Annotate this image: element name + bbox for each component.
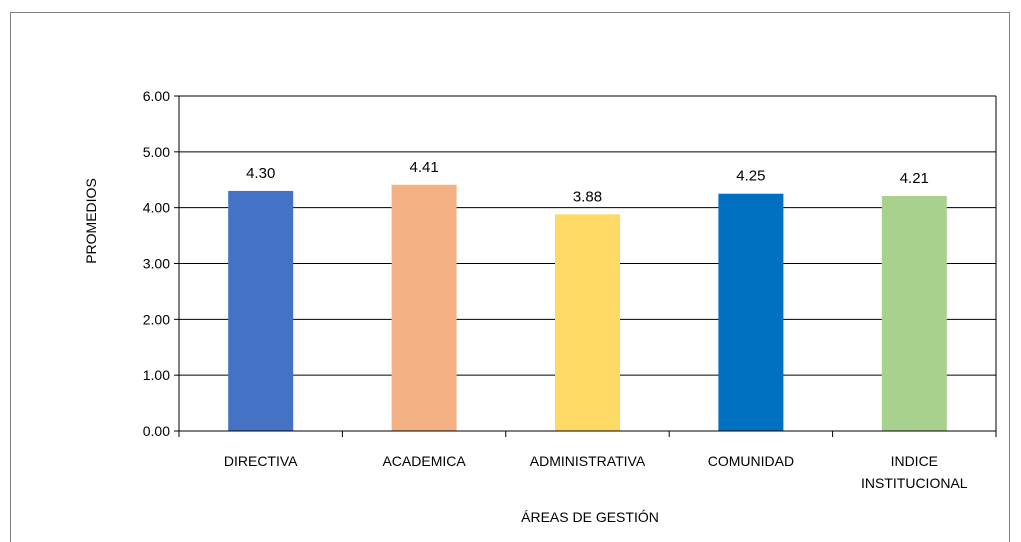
bar <box>228 190 294 431</box>
axes <box>174 95 997 437</box>
data-label: 4.30 <box>246 165 275 182</box>
chart-frame <box>10 12 1010 542</box>
data-label: 3.88 <box>573 188 602 205</box>
bar <box>555 214 620 431</box>
x-tick-label: ADMINISTRATIVA <box>530 453 646 469</box>
bars <box>228 184 947 431</box>
x-tick-label: DIRECTIVA <box>224 453 298 469</box>
y-tick-label: 2.00 <box>143 311 170 327</box>
labels: 0.00 1.00 2.00 3.00 4.00 5.00 6.00 4.30 DIRECTIV… <box>143 88 968 491</box>
x-tick-label: COMUNIDAD <box>708 453 794 469</box>
x-tick-label: INDICE INSTITUCIONAL <box>861 453 968 491</box>
x-axis-title: ÁREAS DE GESTIÓN <box>521 509 659 525</box>
bar <box>391 184 457 431</box>
data-label: 4.41 <box>409 159 438 176</box>
data-label: 4.25 <box>736 168 765 185</box>
data-label: 4.21 <box>900 170 929 187</box>
y-tick-label: 5.00 <box>143 144 170 160</box>
y-tick-label: 4.00 <box>143 200 170 216</box>
y-tick-label: 3.00 <box>143 256 170 272</box>
y-tick-label: 1.00 <box>143 367 170 383</box>
x-tick-label: ACADEMICA <box>382 453 466 469</box>
y-tick-label: 0.00 <box>143 423 170 439</box>
y-axis-title: PROMEDIOS <box>83 178 99 264</box>
y-tick-label: 6.00 <box>143 88 170 104</box>
bar <box>881 195 947 431</box>
bar <box>718 193 784 431</box>
